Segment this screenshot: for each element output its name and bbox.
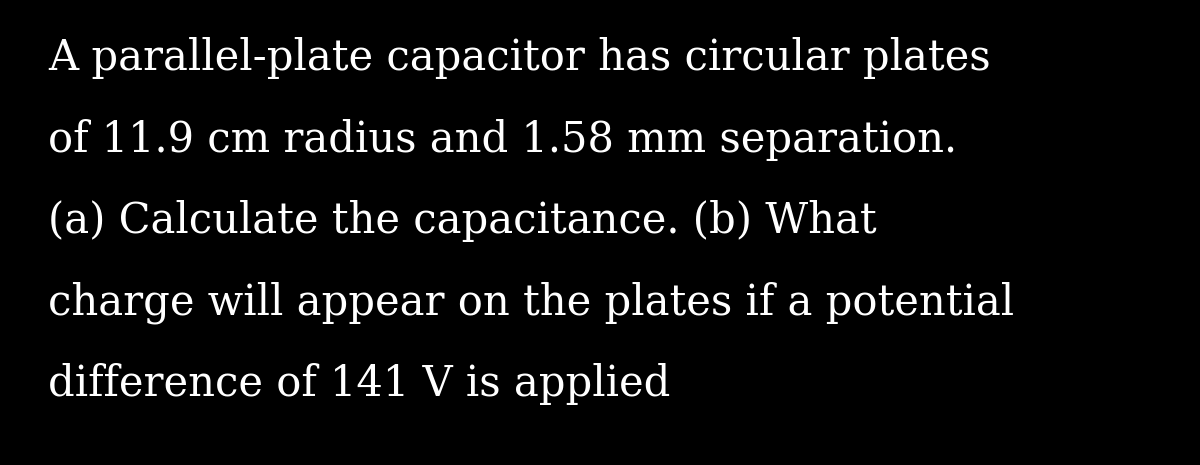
Text: (a) Calculate the capacitance. (b) What: (a) Calculate the capacitance. (b) What: [48, 200, 877, 242]
Text: difference of 141 V is applied: difference of 141 V is applied: [48, 363, 671, 405]
Text: charge will appear on the plates if a potential: charge will appear on the plates if a po…: [48, 281, 1014, 324]
Text: of 11.9 cm radius and 1.58 mm separation.: of 11.9 cm radius and 1.58 mm separation…: [48, 119, 958, 160]
Text: A parallel-plate capacitor has circular plates: A parallel-plate capacitor has circular …: [48, 37, 991, 79]
